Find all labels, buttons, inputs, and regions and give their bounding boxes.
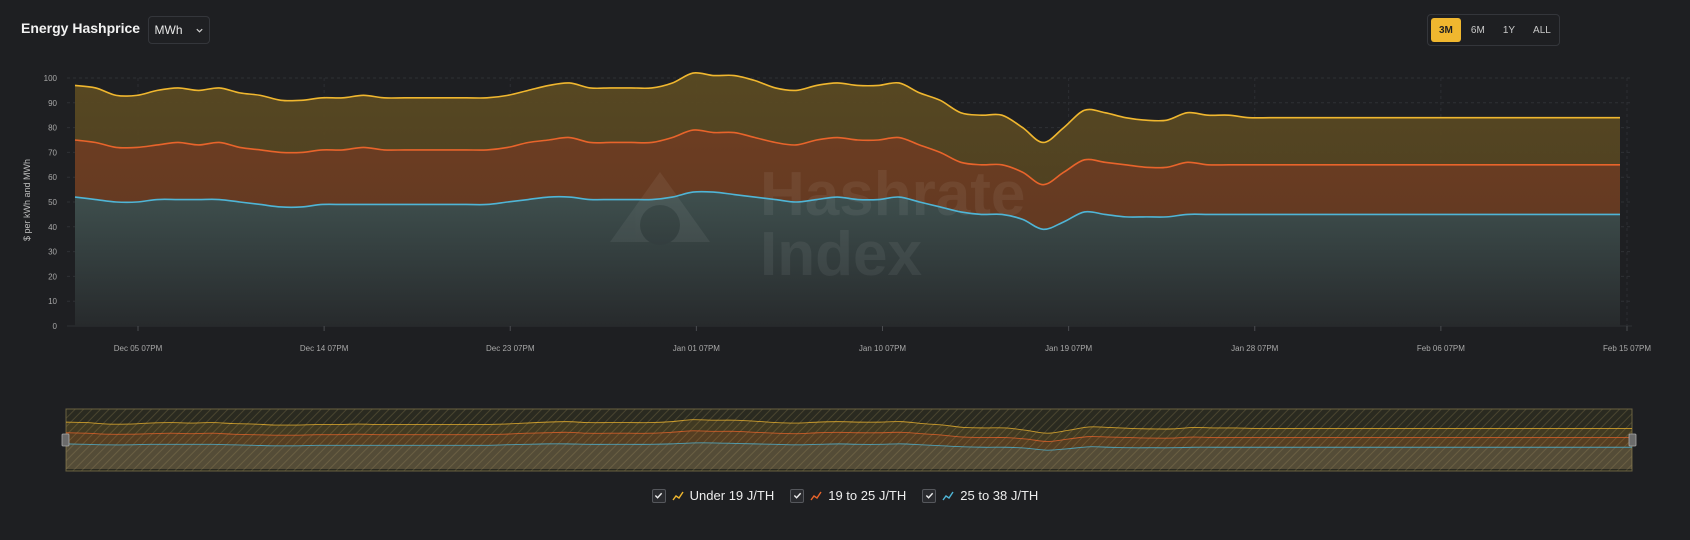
navigator-area-25-to-38 [66,442,1632,469]
legend-item-19-to-25[interactable]: 19 to 25 J/TH [790,488,906,503]
checkbox-icon[interactable] [790,488,805,503]
legend-item-25-to-38[interactable]: 25 to 38 J/TH [922,488,1038,503]
series-line-under-19 [74,71,1620,144]
x-tick-label: Jan 19 07PM [1045,344,1092,353]
x-tick-label: Jan 28 07PM [1231,344,1278,353]
trend-line-icon [810,491,822,500]
y-tick-label: 70 [48,148,57,157]
watermark-text-2: Index [760,220,922,289]
y-tick-label: 20 [48,272,57,281]
range-selector: 3M 6M 1Y ALL [1427,14,1560,46]
y-tick-label: 100 [44,74,58,83]
trend-line-icon [942,491,954,500]
chart-legend: Under 19 J/TH 19 to 25 J/TH 25 to 38 J/T… [0,488,1690,503]
checkbox-icon[interactable] [651,488,666,503]
range-button-all[interactable]: ALL [1533,24,1551,36]
legend-item-under-19[interactable]: Under 19 J/TH [651,488,775,503]
x-tick-label: Dec 14 07PM [300,344,349,353]
x-tick-label: Dec 23 07PM [486,344,535,353]
y-tick-label: 90 [48,99,57,108]
range-navigator[interactable] [61,408,1637,472]
series-line-19-to-25 [74,129,1620,186]
navigator-line-under-19 [65,419,1632,434]
range-button-6m[interactable]: 6M [1470,24,1485,36]
y-tick-label: 30 [48,248,57,257]
page-title: Energy Hashprice [21,20,141,36]
navigator-handle-left[interactable] [61,433,70,447]
series-line-25-to-38 [74,190,1620,231]
y-tick-label: 0 [53,322,58,331]
navigator-line-19-to-25 [65,430,1632,442]
unit-select-value: MWh [154,23,183,37]
y-tick-label: 10 [48,297,57,306]
watermark-logo: Hashrate Index [610,160,1025,289]
legend-label: 19 to 25 J/TH [828,488,907,503]
y-tick-label: 50 [48,198,57,207]
navigator-lines [65,419,1632,469]
legend-label: 25 to 38 J/TH [960,488,1039,503]
energy-hashprice-chart: Hashrate Index 0 10 20 30 40 50 60 70 80 90 100 De… [22,71,1651,472]
legend-label: Under 19 J/TH [689,488,775,503]
unit-select[interactable]: MWh [148,16,210,44]
range-button-1y[interactable]: 1Y [1502,24,1516,36]
x-axis: Dec 05 07PM Dec 14 07PM Dec 23 07PM Jan 01 … [114,326,1651,353]
area-25-to-38 [75,191,1620,326]
x-tick-label: Dec 05 07PM [114,344,163,353]
watermark-text-1: Hashrate [760,160,1025,229]
checkbox-icon[interactable] [922,488,937,503]
navigator-line-25-to-38 [65,442,1632,451]
y-tick-label: 80 [48,124,57,133]
navigator-handle-right[interactable] [1628,433,1637,447]
chart-areas [75,72,1620,327]
y-tick-label: 60 [48,173,57,182]
y-axis: 0 10 20 30 40 50 60 70 80 90 100 [44,74,58,331]
x-tick-label: Feb 06 07PM [1417,344,1465,353]
chart-lines [74,71,1620,231]
trend-line-icon [672,491,684,500]
navigator-area-19-to-25 [66,430,1632,469]
range-button-3m[interactable]: 3M [1431,18,1461,42]
y-axis-label: $ per kWh and MWh [22,159,32,241]
chevron-down-icon [195,28,203,33]
navigator-track [65,408,1633,472]
x-tick-label: Feb 15 07PM [1603,344,1651,353]
x-tick-label: Jan 10 07PM [859,344,906,353]
y-tick-label: 40 [48,223,57,232]
x-tick-label: Jan 01 07PM [673,344,720,353]
